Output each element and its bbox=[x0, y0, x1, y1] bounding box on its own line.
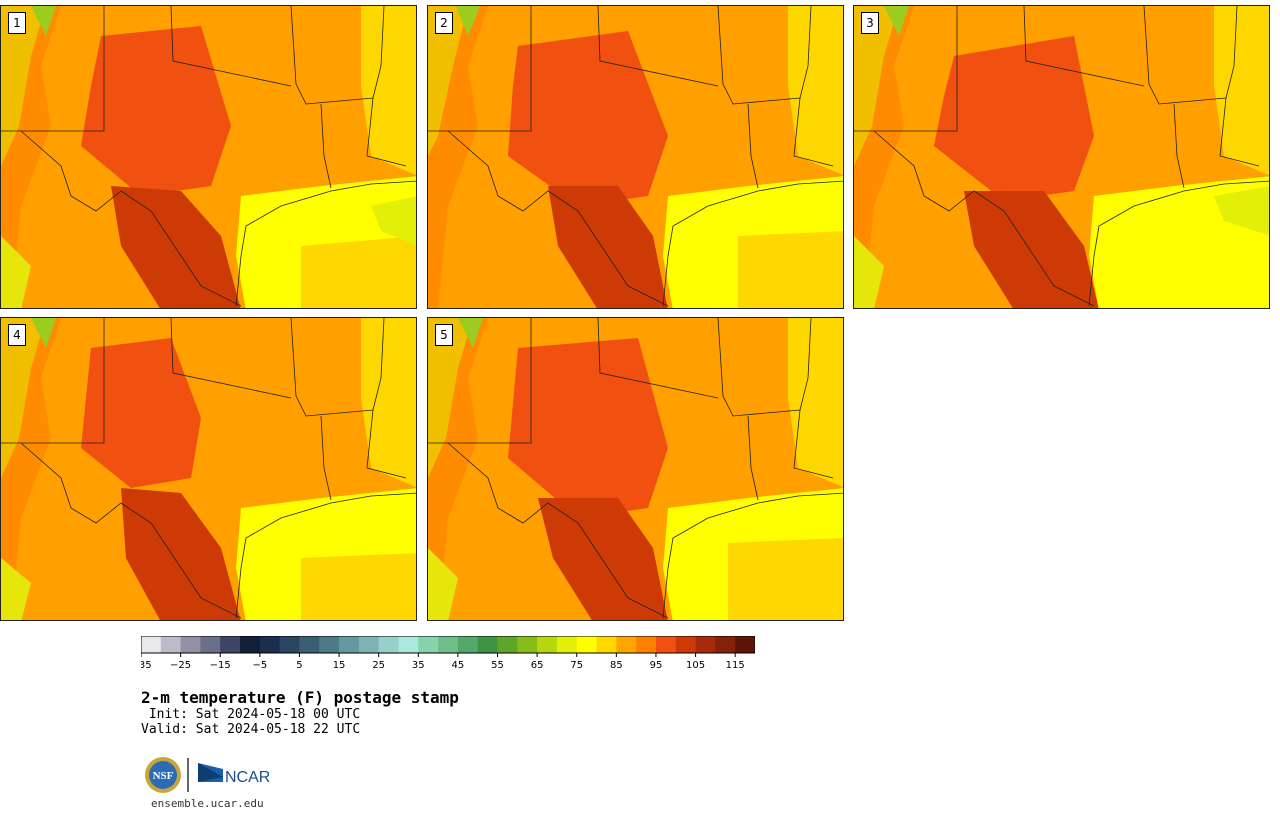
colorbar-swatch bbox=[220, 636, 241, 653]
colorbar-tick-label: −15 bbox=[210, 660, 231, 671]
member-number-label: 5 bbox=[435, 324, 453, 346]
temperature-map bbox=[854, 6, 1269, 308]
colorbar-swatch bbox=[457, 636, 479, 653]
colorbar-tick-label: 25 bbox=[372, 660, 385, 671]
colorbar-swatch bbox=[616, 636, 637, 653]
member-number-label: 1 bbox=[8, 12, 26, 34]
colorbar-swatch bbox=[695, 636, 716, 653]
temperature-map bbox=[1, 318, 416, 620]
init-time: Init: Sat 2024-05-18 00 UTC bbox=[141, 707, 361, 722]
colorbar-tick-label: 85 bbox=[610, 660, 623, 671]
colorbar-swatch bbox=[636, 636, 657, 653]
colorbar-swatch bbox=[240, 636, 261, 653]
temperature-map bbox=[1, 6, 416, 308]
ncar-logo: NCAR bbox=[198, 763, 270, 786]
temperature-map bbox=[428, 318, 843, 620]
ensemble-member-map-5: 5 bbox=[427, 317, 844, 621]
colorbar-tick-label: −25 bbox=[170, 660, 191, 671]
colorbar-swatch bbox=[735, 636, 755, 653]
valid-time: Valid: Sat 2024-05-18 22 UTC bbox=[141, 722, 361, 737]
colorbar-swatch bbox=[398, 636, 419, 653]
colorbar-tick-label: 95 bbox=[650, 660, 663, 671]
colorbar-tick-label: −5 bbox=[252, 660, 267, 671]
colorbar-swatch bbox=[715, 636, 736, 653]
colorbar-tick-label: 105 bbox=[686, 660, 705, 671]
colorbar-swatch bbox=[358, 636, 380, 653]
colorbar-swatch bbox=[675, 636, 697, 653]
colorbar-swatch bbox=[200, 636, 221, 653]
colorbar-tick-label: 15 bbox=[333, 660, 346, 671]
website-url: ensemble.ucar.edu bbox=[151, 797, 264, 810]
colorbar-swatch bbox=[517, 636, 538, 653]
colorbar-swatch bbox=[279, 636, 300, 653]
ensemble-member-map-1: 1 bbox=[0, 5, 417, 309]
nsf-logo: NSF bbox=[145, 757, 181, 793]
member-number-label: 3 bbox=[861, 12, 879, 34]
colorbar-swatch bbox=[339, 636, 360, 653]
colorbar-tick-label: 45 bbox=[452, 660, 465, 671]
colorbar-swatch bbox=[319, 636, 340, 653]
colorbar-swatch bbox=[537, 636, 558, 653]
temperature-colorbar: −35 −25 −15 −5 5 15 25 35 45 55 65 75 85 95 105 115 bbox=[141, 636, 755, 671]
colorbar-swatch bbox=[180, 636, 201, 653]
temperature-map bbox=[428, 6, 843, 308]
colorbar-swatch bbox=[477, 636, 499, 653]
colorbar-swatch bbox=[378, 636, 399, 653]
colorbar-swatch bbox=[576, 636, 598, 653]
colorbar-tick-label: 65 bbox=[531, 660, 544, 671]
svg-text:NCAR: NCAR bbox=[225, 769, 270, 786]
ensemble-member-map-4: 4 bbox=[0, 317, 417, 621]
member-number-label: 2 bbox=[435, 12, 453, 34]
sponsor-logos: NSF NCAR bbox=[145, 757, 270, 793]
svg-text:NSF: NSF bbox=[153, 770, 174, 782]
ensemble-member-map-2: 2 bbox=[427, 5, 844, 309]
colorbar-swatch bbox=[160, 636, 182, 653]
colorbar-swatch bbox=[438, 636, 459, 653]
colorbar-swatch bbox=[556, 636, 578, 653]
colorbar-swatch bbox=[141, 636, 162, 653]
colorbar-swatch bbox=[259, 636, 281, 653]
colorbar-swatch bbox=[497, 636, 518, 653]
colorbar-tick-label: 75 bbox=[570, 660, 583, 671]
colorbar-swatch bbox=[655, 636, 677, 653]
colorbar-tick-label: 115 bbox=[726, 660, 745, 671]
chart-title: 2-m temperature (F) postage stamp bbox=[141, 688, 459, 707]
colorbar-tick-label: 5 bbox=[296, 660, 302, 671]
colorbar-tick-label: 35 bbox=[412, 660, 425, 671]
colorbar-swatch bbox=[596, 636, 617, 653]
colorbar-swatch bbox=[299, 636, 320, 653]
member-number-label: 4 bbox=[8, 324, 26, 346]
colorbar-tick-label: 55 bbox=[491, 660, 504, 671]
colorbar-tick-label: −35 bbox=[141, 660, 152, 671]
ensemble-member-map-3: 3 bbox=[853, 5, 1270, 309]
colorbar-swatch bbox=[418, 636, 439, 653]
